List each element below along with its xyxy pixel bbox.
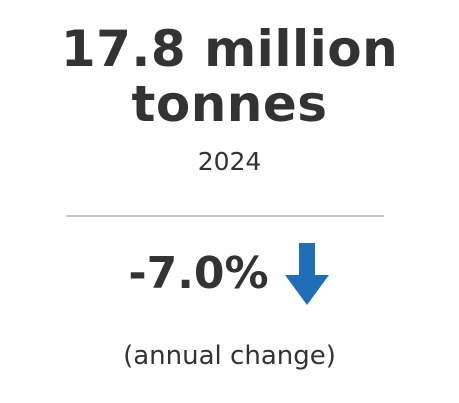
stat-year: 2024 bbox=[197, 147, 262, 176]
divider bbox=[66, 215, 384, 217]
change-row: -7.0% bbox=[0, 238, 459, 310]
arrow-down-icon bbox=[284, 243, 329, 305]
stat-value-line2: tonnes bbox=[131, 75, 328, 133]
annual-change-value: -7.0% bbox=[128, 248, 269, 299]
annual-change-note: (annual change) bbox=[123, 341, 336, 371]
stat-value-line1: 17.8 million bbox=[60, 20, 399, 78]
